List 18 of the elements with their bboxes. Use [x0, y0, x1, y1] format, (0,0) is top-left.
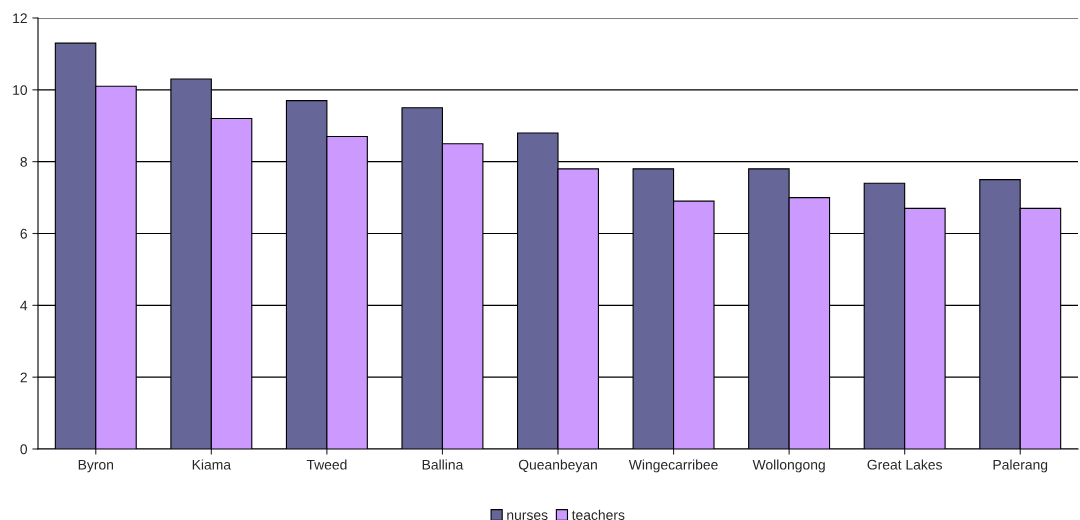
- y-tick-label: 0: [20, 444, 28, 455]
- x-tick-label: Palerang: [993, 459, 1048, 473]
- y-tick-label: 10: [13, 85, 28, 95]
- y-tick-label: 12: [13, 13, 27, 24]
- x-tick-label: Wingecarribee: [628, 459, 718, 473]
- x-tick-label: Byron: [78, 459, 114, 473]
- y-tick-label: 2: [20, 372, 27, 383]
- y-tick-label: 4: [20, 300, 28, 311]
- y-tick-label: 6: [20, 228, 27, 239]
- x-tick-label: Wollongong: [752, 459, 825, 473]
- x-tick-label: Kiama: [192, 459, 232, 470]
- x-tick-label: Tweed: [306, 459, 347, 470]
- y-tick-label: 8: [20, 157, 27, 167]
- legend-label: nurses: [507, 512, 548, 520]
- x-tick-label: Great Lakes: [867, 459, 942, 470]
- legend-label: teachers: [571, 509, 625, 520]
- x-tick-label: Queanbeyan: [518, 459, 597, 473]
- x-tick-label: Ballina: [422, 459, 464, 470]
